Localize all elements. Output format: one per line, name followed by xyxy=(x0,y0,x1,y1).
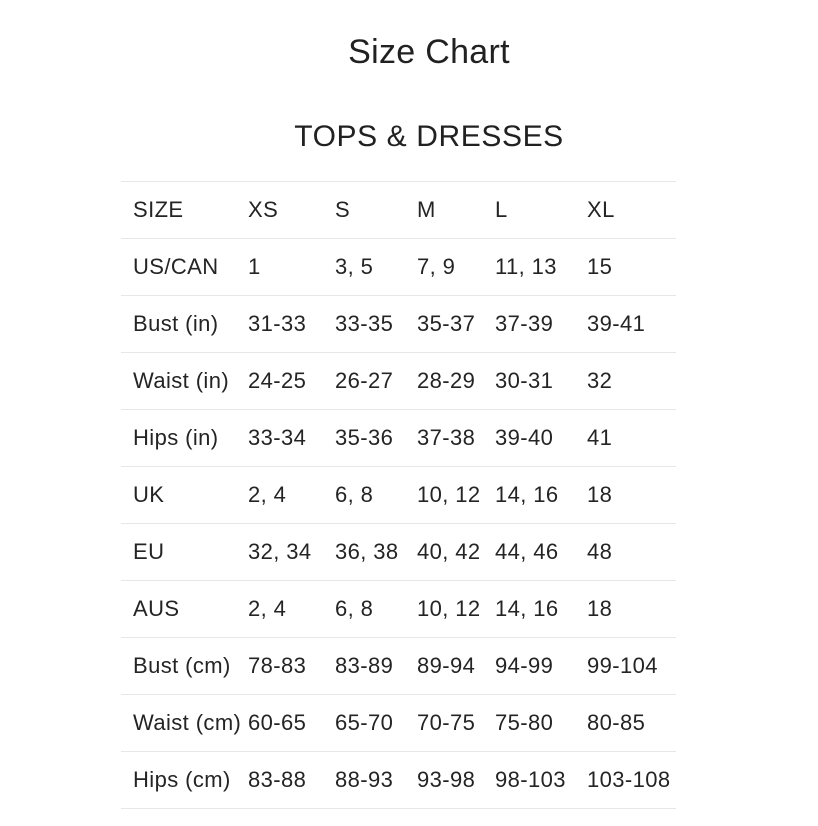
size-value-cell: 30-31 xyxy=(495,352,587,410)
row-label: UK xyxy=(121,466,248,524)
column-header-xl: XL xyxy=(587,181,676,239)
row-label: AUS xyxy=(121,580,248,638)
size-value-cell: 18 xyxy=(587,466,676,524)
size-value-cell: 60-65 xyxy=(248,694,335,752)
size-value-cell: 36, 38 xyxy=(335,523,417,581)
size-value-cell: 28-29 xyxy=(417,352,495,410)
page-title: Size Chart xyxy=(348,33,510,71)
size-value-cell: 2, 4 xyxy=(248,580,335,638)
size-value-cell: 33-35 xyxy=(335,295,417,353)
row-label: Waist (cm) xyxy=(121,694,248,752)
size-chart-page: Size Chart TOPS & DRESSES SIZE XS S M L XL US… xyxy=(121,0,737,826)
table-row-uk: UK 2, 4 6, 8 10, 12 14, 16 18 xyxy=(121,466,676,524)
size-value-cell: 15 xyxy=(587,238,676,296)
size-value-cell: 39-40 xyxy=(495,409,587,467)
row-label: US/CAN xyxy=(121,238,248,296)
size-value-cell: 14, 16 xyxy=(495,466,587,524)
table-row-hips-cm: Hips (cm) 83-88 88-93 93-98 98-103 103-108 xyxy=(121,751,676,809)
row-label: EU xyxy=(121,523,248,581)
size-value-cell: 1 xyxy=(248,238,335,296)
size-value-cell: 48 xyxy=(587,523,676,581)
column-header-size: SIZE xyxy=(121,181,248,239)
size-value-cell: 7, 9 xyxy=(417,238,495,296)
size-value-cell: 40, 42 xyxy=(417,523,495,581)
size-value-cell: 93-98 xyxy=(417,751,495,809)
column-header-m: M xyxy=(417,181,495,239)
size-value-cell: 18 xyxy=(587,580,676,638)
size-value-cell: 11, 13 xyxy=(495,238,587,296)
table-row-waist-cm: Waist (cm) 60-65 65-70 70-75 75-80 80-85 xyxy=(121,694,676,752)
row-label: Hips (cm) xyxy=(121,751,248,809)
column-header-xs: XS xyxy=(248,181,335,239)
size-value-cell: 75-80 xyxy=(495,694,587,752)
size-value-cell: 89-94 xyxy=(417,637,495,695)
table-row-us-can: US/CAN 1 3, 5 7, 9 11, 13 15 xyxy=(121,238,676,296)
size-table: SIZE XS S M L XL US/CAN 1 3, 5 7, 9 11, 13 15 Bust … xyxy=(121,181,676,809)
size-value-cell: 65-70 xyxy=(335,694,417,752)
size-value-cell: 88-93 xyxy=(335,751,417,809)
size-value-cell: 98-103 xyxy=(495,751,587,809)
size-value-cell: 14, 16 xyxy=(495,580,587,638)
column-header-s: S xyxy=(335,181,417,239)
size-value-cell: 2, 4 xyxy=(248,466,335,524)
table-row-bust-cm: Bust (cm) 78-83 83-89 89-94 94-99 99-104 xyxy=(121,637,676,695)
row-label: Bust (cm) xyxy=(121,637,248,695)
size-value-cell: 37-39 xyxy=(495,295,587,353)
size-value-cell: 94-99 xyxy=(495,637,587,695)
size-value-cell: 70-75 xyxy=(417,694,495,752)
size-value-cell: 26-27 xyxy=(335,352,417,410)
header-row: SIZE XS S M L XL xyxy=(121,181,676,239)
size-value-cell: 83-88 xyxy=(248,751,335,809)
size-value-cell: 80-85 xyxy=(587,694,676,752)
size-table-header: SIZE XS S M L XL xyxy=(121,181,676,239)
size-value-cell: 99-104 xyxy=(587,637,676,695)
size-value-cell: 6, 8 xyxy=(335,580,417,638)
size-value-cell: 10, 12 xyxy=(417,580,495,638)
size-value-cell: 3, 5 xyxy=(335,238,417,296)
size-value-cell: 10, 12 xyxy=(417,466,495,524)
size-value-cell: 33-34 xyxy=(248,409,335,467)
size-value-cell: 41 xyxy=(587,409,676,467)
table-row-eu: EU 32, 34 36, 38 40, 42 44, 46 48 xyxy=(121,523,676,581)
table-row-waist-in: Waist (in) 24-25 26-27 28-29 30-31 32 xyxy=(121,352,676,410)
row-label: Bust (in) xyxy=(121,295,248,353)
section-title-tops-dresses: TOPS & DRESSES xyxy=(294,120,564,153)
row-label: Waist (in) xyxy=(121,352,248,410)
size-value-cell: 6, 8 xyxy=(335,466,417,524)
row-label: Hips (in) xyxy=(121,409,248,467)
table-row-bust-in: Bust (in) 31-33 33-35 35-37 37-39 39-41 xyxy=(121,295,676,353)
size-value-cell: 35-37 xyxy=(417,295,495,353)
size-value-cell: 32, 34 xyxy=(248,523,335,581)
size-value-cell: 39-41 xyxy=(587,295,676,353)
size-value-cell: 35-36 xyxy=(335,409,417,467)
size-value-cell: 103-108 xyxy=(587,751,676,809)
table-row-aus: AUS 2, 4 6, 8 10, 12 14, 16 18 xyxy=(121,580,676,638)
size-value-cell: 32 xyxy=(587,352,676,410)
size-value-cell: 83-89 xyxy=(335,637,417,695)
table-row-hips-in: Hips (in) 33-34 35-36 37-38 39-40 41 xyxy=(121,409,676,467)
size-value-cell: 37-38 xyxy=(417,409,495,467)
size-value-cell: 78-83 xyxy=(248,637,335,695)
column-header-l: L xyxy=(495,181,587,239)
size-value-cell: 31-33 xyxy=(248,295,335,353)
size-value-cell: 24-25 xyxy=(248,352,335,410)
size-value-cell: 44, 46 xyxy=(495,523,587,581)
size-table-body: US/CAN 1 3, 5 7, 9 11, 13 15 Bust (in) 31-33 33-… xyxy=(121,238,676,809)
